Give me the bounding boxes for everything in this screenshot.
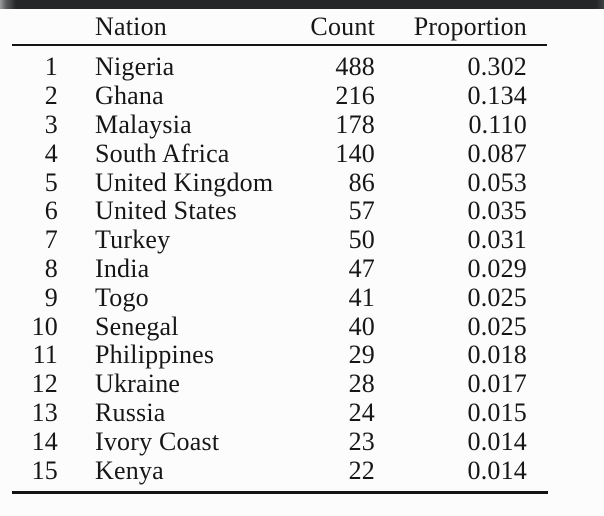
rank-cell: 1: [44, 52, 58, 82]
nation-cell: Turkey: [95, 225, 171, 255]
bottom-rule: [12, 490, 548, 494]
rank-cell: 4: [44, 138, 58, 168]
table-row: 10 Senegal 40 0.025: [12, 312, 547, 341]
rank-cell: 15: [31, 455, 58, 485]
count-cell: 23: [348, 426, 375, 456]
nation-cell: South Africa: [95, 138, 230, 168]
rank-cell: 9: [44, 282, 58, 312]
count-cell: 86: [348, 167, 375, 197]
table-row: 15 Kenya 22 0.014: [12, 456, 547, 485]
nation-cell: Ivory Coast: [95, 426, 220, 456]
header-nation: Nation: [95, 11, 167, 41]
table-row: 6 United States 57 0.035: [12, 197, 547, 226]
table-row: 12 Ukraine 28 0.017: [12, 370, 547, 399]
proportion-cell: 0.025: [467, 311, 527, 341]
proportion-cell: 0.015: [467, 397, 527, 427]
rank-cell: 12: [31, 369, 58, 399]
table-row: 5 United Kingdom 86 0.053: [12, 168, 547, 197]
count-cell: 140: [335, 138, 375, 168]
proportion-cell: 0.087: [467, 138, 527, 168]
count-cell: 24: [348, 397, 375, 427]
nation-cell: Kenya: [95, 455, 164, 485]
nation-cell: Senegal: [95, 311, 179, 341]
nation-cell: United States: [95, 196, 237, 226]
table-row: 3 Malaysia 178 0.110: [12, 111, 547, 140]
proportion-cell: 0.031: [467, 225, 527, 255]
table-row: 11 Philippines 29 0.018: [12, 341, 547, 370]
table-row: 4 South Africa 140 0.087: [12, 139, 547, 168]
nation-cell: India: [95, 253, 150, 283]
top-bar: [0, 0, 604, 9]
table-row: 1 Nigeria 488 0.302: [12, 53, 547, 82]
nation-cell: Philippines: [95, 340, 215, 370]
nation-cell: Russia: [95, 397, 166, 427]
count-cell: 28: [348, 369, 375, 399]
table-row: 13 Russia 24 0.015: [12, 399, 547, 428]
proportion-cell: 0.110: [468, 109, 527, 139]
nation-cell: Nigeria: [95, 52, 175, 82]
rank-cell: 13: [31, 397, 58, 427]
nation-cell: Togo: [95, 282, 149, 312]
proportion-cell: 0.014: [467, 426, 527, 456]
proportion-cell: 0.025: [467, 282, 527, 312]
header-count: Count: [310, 11, 375, 41]
nation-cell: Malaysia: [95, 109, 192, 139]
header-proportion: Proportion: [413, 11, 527, 41]
count-cell: 488: [335, 52, 375, 82]
nation-cell: Ukraine: [95, 369, 181, 399]
rank-cell: 3: [44, 109, 58, 139]
rank-cell: 8: [44, 253, 58, 283]
count-cell: 178: [335, 109, 375, 139]
rank-cell: 11: [32, 340, 58, 370]
proportion-cell: 0.302: [467, 52, 527, 82]
table-row: 14 Ivory Coast 23 0.014: [12, 427, 547, 456]
table-body: 1 Nigeria 488 0.302 2 Ghana 216 0.134 3 …: [12, 46, 547, 485]
nation-count-table: Nation Count Proportion 1 Nigeria 488 0.…: [12, 9, 548, 494]
table-header-row: Nation Count Proportion: [12, 9, 547, 44]
table-row: 7 Turkey 50 0.031: [12, 226, 547, 255]
count-cell: 47: [348, 253, 375, 283]
proportion-cell: 0.014: [467, 455, 527, 485]
table-row: 2 Ghana 216 0.134: [12, 82, 547, 111]
rank-cell: 6: [44, 196, 58, 226]
rank-cell: 10: [31, 311, 58, 341]
rank-cell: 2: [44, 81, 58, 111]
proportion-cell: 0.029: [467, 253, 527, 283]
proportion-cell: 0.035: [467, 196, 527, 226]
rank-cell: 5: [44, 167, 58, 197]
count-cell: 22: [348, 455, 375, 485]
proportion-cell: 0.053: [467, 167, 527, 197]
count-cell: 50: [348, 225, 375, 255]
count-cell: 29: [348, 340, 375, 370]
header-rule: [12, 44, 547, 46]
proportion-cell: 0.018: [467, 340, 527, 370]
nation-cell: Ghana: [95, 81, 164, 111]
nation-cell: United Kingdom: [95, 167, 274, 197]
count-cell: 216: [335, 81, 375, 111]
count-cell: 41: [348, 282, 375, 312]
proportion-cell: 0.134: [467, 81, 527, 111]
rank-cell: 14: [31, 426, 58, 456]
table-row: 9 Togo 41 0.025: [12, 283, 547, 312]
table-row: 8 India 47 0.029: [12, 255, 547, 284]
count-cell: 40: [348, 311, 375, 341]
proportion-cell: 0.017: [467, 369, 527, 399]
count-cell: 57: [348, 196, 375, 226]
rank-cell: 7: [44, 225, 58, 255]
